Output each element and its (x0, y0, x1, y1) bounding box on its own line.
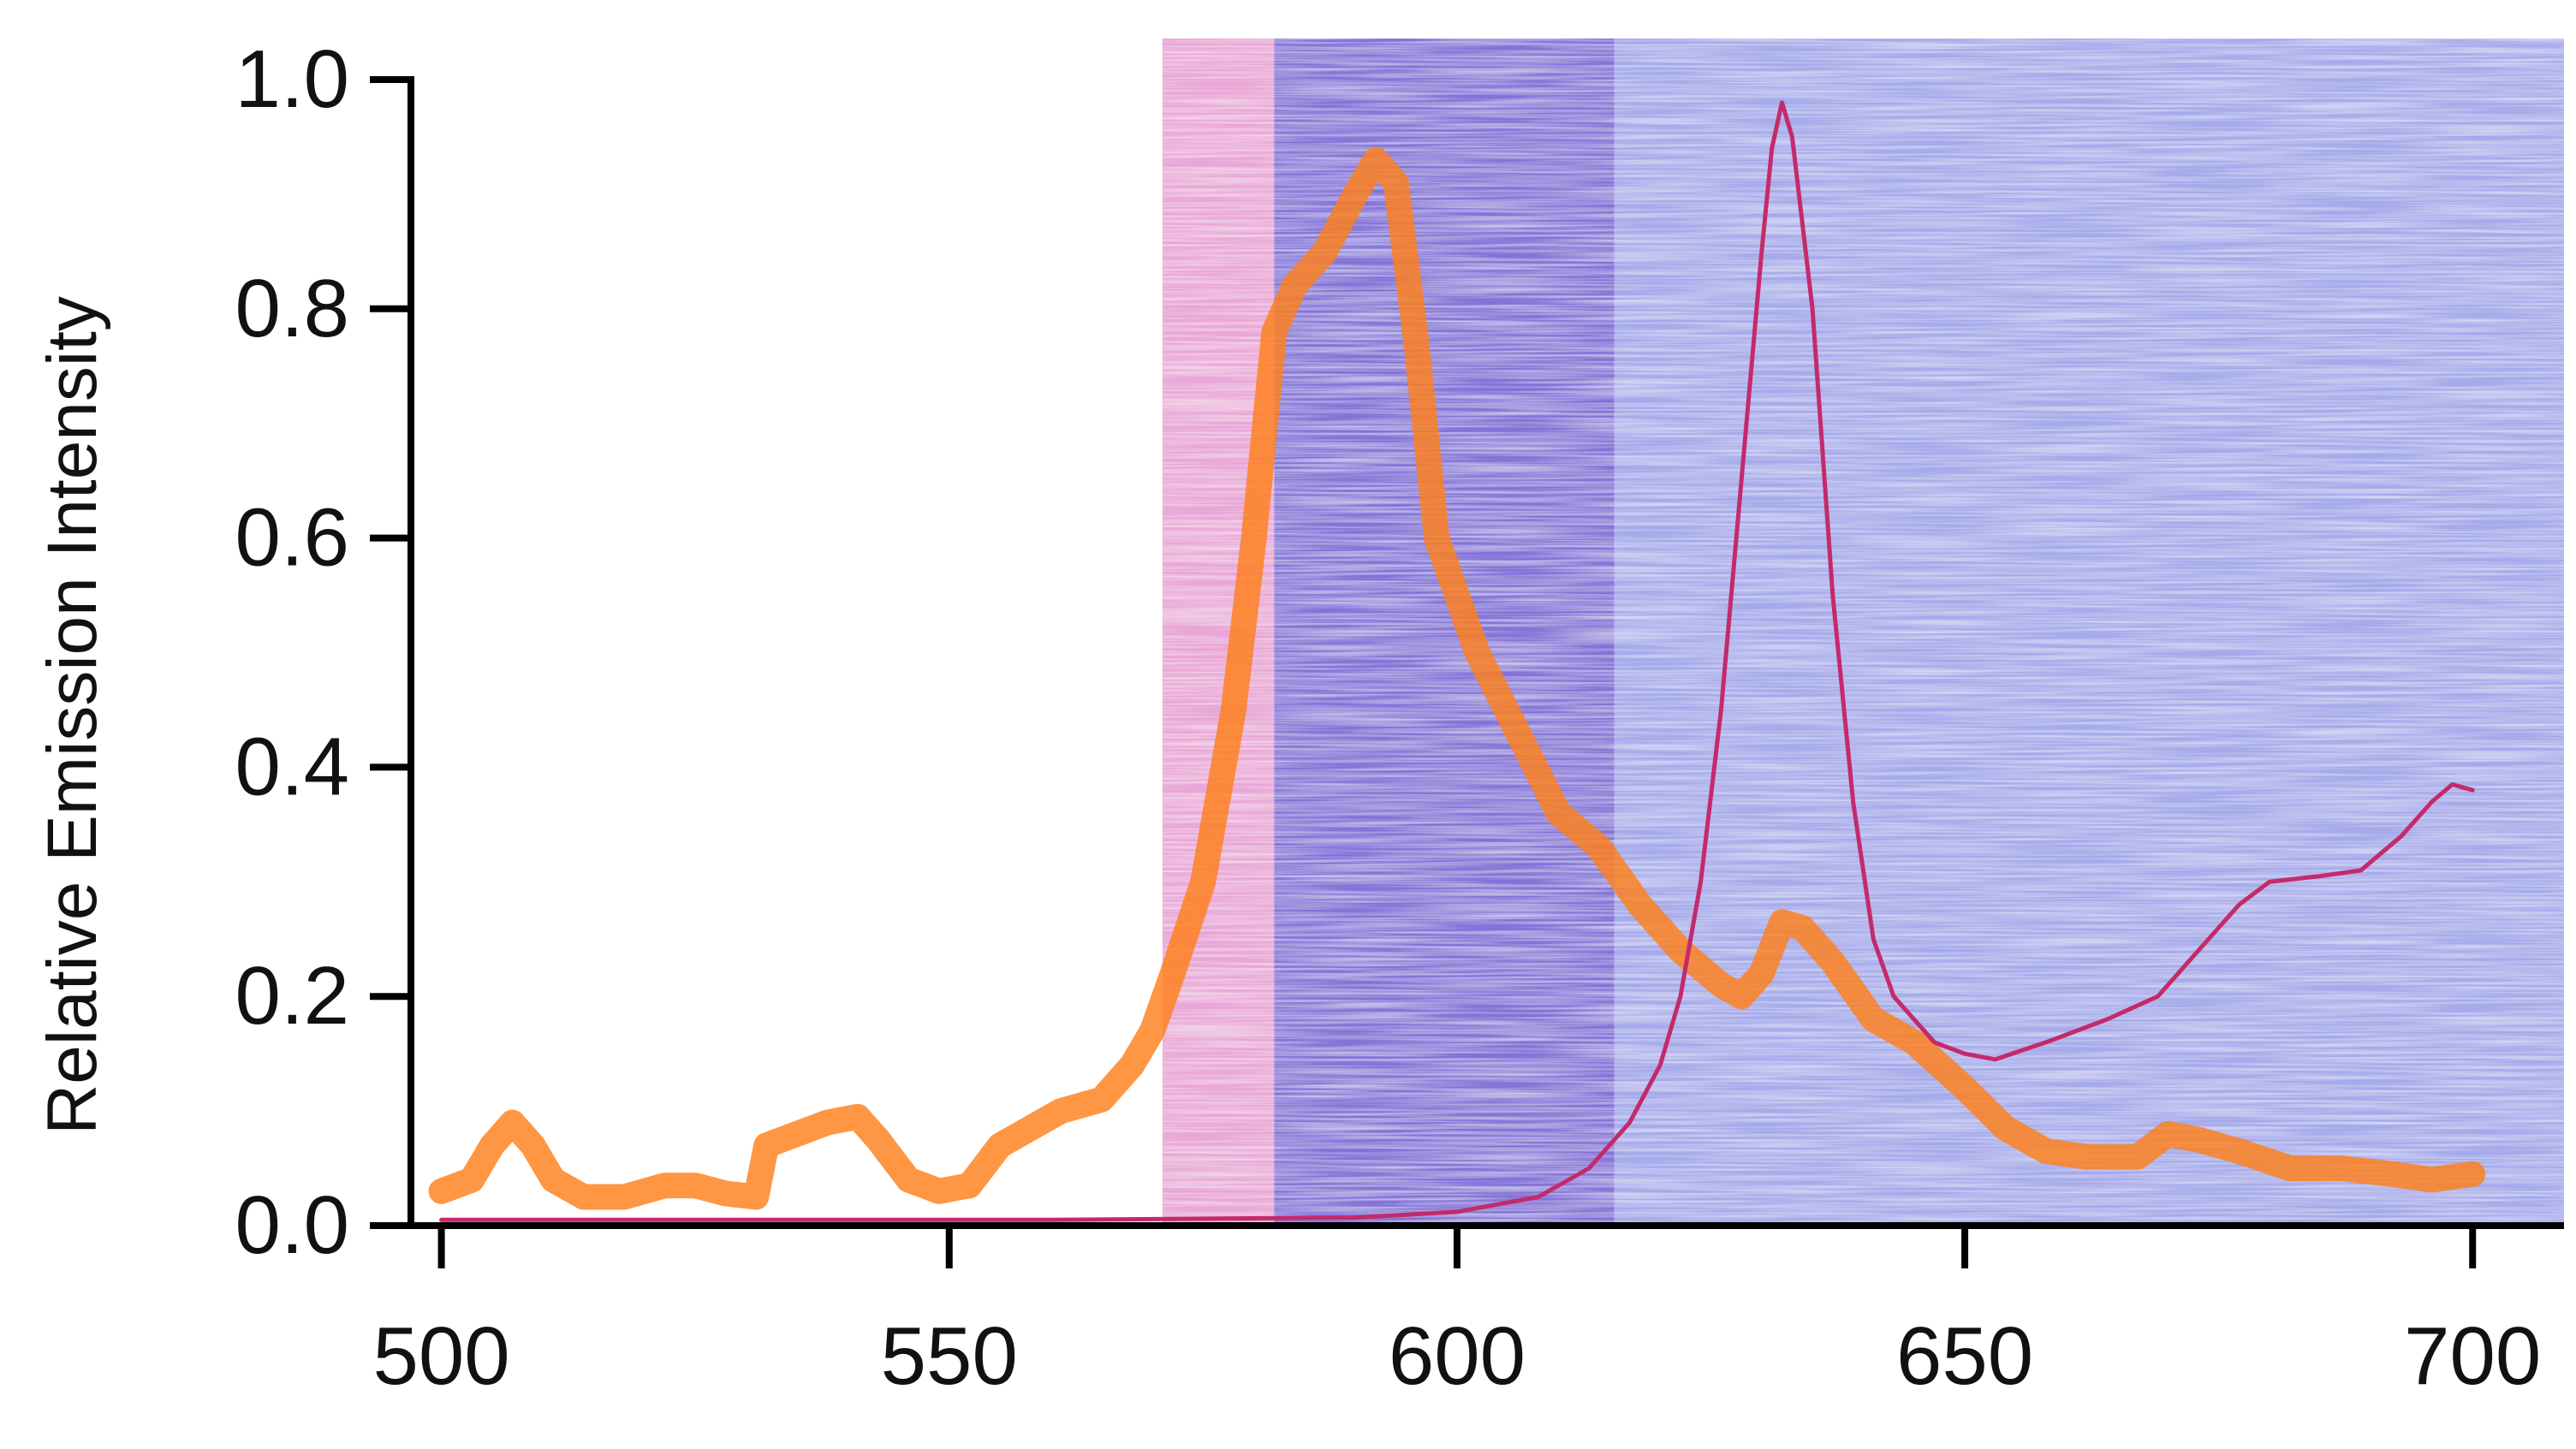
x-tick-label: 500 (373, 1310, 510, 1402)
x-tick-label: 600 (1389, 1310, 1526, 1402)
y-tick-label: 1.0 (235, 33, 349, 125)
spectrum-series (428, 100, 2486, 1222)
series-line-1 (428, 146, 2486, 1210)
axes: 0.0 0.2 0.4 0.6 0.8 1.0 500 550 600 650 700 (235, 33, 2564, 1402)
axis-ticks: 0.0 0.2 0.4 0.6 0.8 1.0 500 550 600 650 700 (235, 33, 2542, 1402)
series-line-2 (439, 100, 2475, 1222)
y-axis-title: Relative Emission Intensity (33, 296, 111, 1135)
shaded-region-3 (1614, 39, 2564, 1226)
shaded-region-1 (1162, 39, 1275, 1226)
y-tick-label: 0.8 (235, 263, 349, 354)
x-tick-label: 700 (2404, 1310, 2541, 1402)
y-tick-label: 0.0 (235, 1179, 349, 1271)
y-tick-label: 0.2 (235, 950, 349, 1042)
y-tick-label: 0.6 (235, 492, 349, 584)
y-tick-label: 0.4 (235, 721, 349, 812)
shaded-region-2 (1274, 39, 1615, 1226)
shaded-regions (1162, 39, 2564, 1226)
x-tick-label: 550 (881, 1310, 1018, 1402)
x-tick-label: 650 (1896, 1310, 2033, 1402)
